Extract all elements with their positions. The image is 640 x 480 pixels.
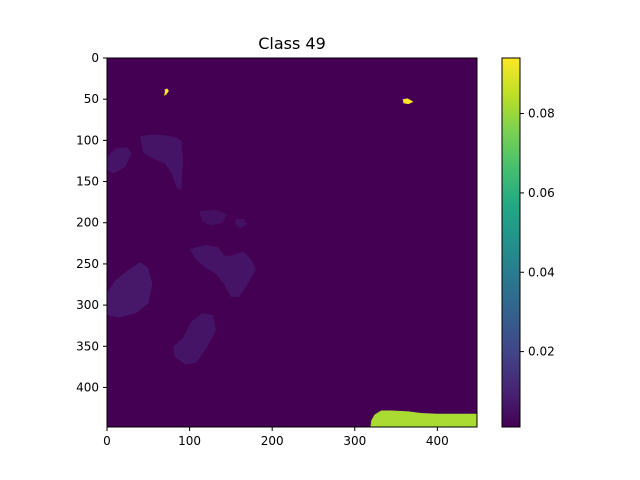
y-tick-label: 100 bbox=[76, 133, 99, 147]
colorbar: 0.02 0.04 0.06 0.08 bbox=[501, 57, 555, 428]
colorbar-tick-label: 0.02 bbox=[528, 345, 555, 359]
colorbar-gradient bbox=[501, 57, 521, 428]
chart-title: Class 49 bbox=[258, 34, 326, 53]
y-axis: 0 50 100 150 200 250 300 350 400 bbox=[76, 51, 107, 394]
x-tick-label: 300 bbox=[343, 434, 366, 448]
heatmap-region-7 bbox=[235, 218, 248, 228]
y-tick-label: 150 bbox=[76, 175, 99, 189]
x-tick-label: 200 bbox=[261, 434, 284, 448]
heatmap-region-3 bbox=[370, 410, 477, 427]
x-tick-label: 400 bbox=[426, 434, 449, 448]
y-tick-label: 300 bbox=[76, 298, 99, 312]
y-tick-label: 200 bbox=[76, 216, 99, 230]
heatmap-region-9 bbox=[107, 262, 153, 318]
heatmap-region-10 bbox=[173, 313, 216, 365]
heatmap-region-5 bbox=[140, 134, 183, 190]
heatmap-region-6 bbox=[199, 209, 227, 226]
heatmap-background bbox=[107, 58, 477, 427]
heatmap-region-1 bbox=[164, 88, 169, 96]
y-tick-label: 250 bbox=[76, 257, 99, 271]
y-tick-label: 400 bbox=[76, 380, 99, 394]
colorbar-tick-label: 0.04 bbox=[528, 265, 555, 279]
heatmap-regions bbox=[107, 88, 477, 427]
y-tick-label: 350 bbox=[76, 339, 99, 353]
x-tick-label: 0 bbox=[103, 434, 111, 448]
heatmap-region-4 bbox=[107, 147, 132, 174]
y-tick-label: 50 bbox=[84, 92, 99, 106]
heatmap-region-2 bbox=[402, 98, 414, 105]
heatmap-region-8 bbox=[189, 245, 256, 297]
x-tick-label: 100 bbox=[178, 434, 201, 448]
colorbar-tick-label: 0.08 bbox=[528, 107, 555, 121]
colorbar-tick-label: 0.06 bbox=[528, 186, 555, 200]
x-axis: 0 100 200 300 400 bbox=[103, 427, 449, 448]
y-tick-label: 0 bbox=[91, 51, 99, 65]
colorbar-ticks: 0.02 0.04 0.06 0.08 bbox=[520, 107, 555, 359]
heatmap-plot-area bbox=[106, 57, 478, 428]
plot-frame bbox=[106, 57, 478, 428]
